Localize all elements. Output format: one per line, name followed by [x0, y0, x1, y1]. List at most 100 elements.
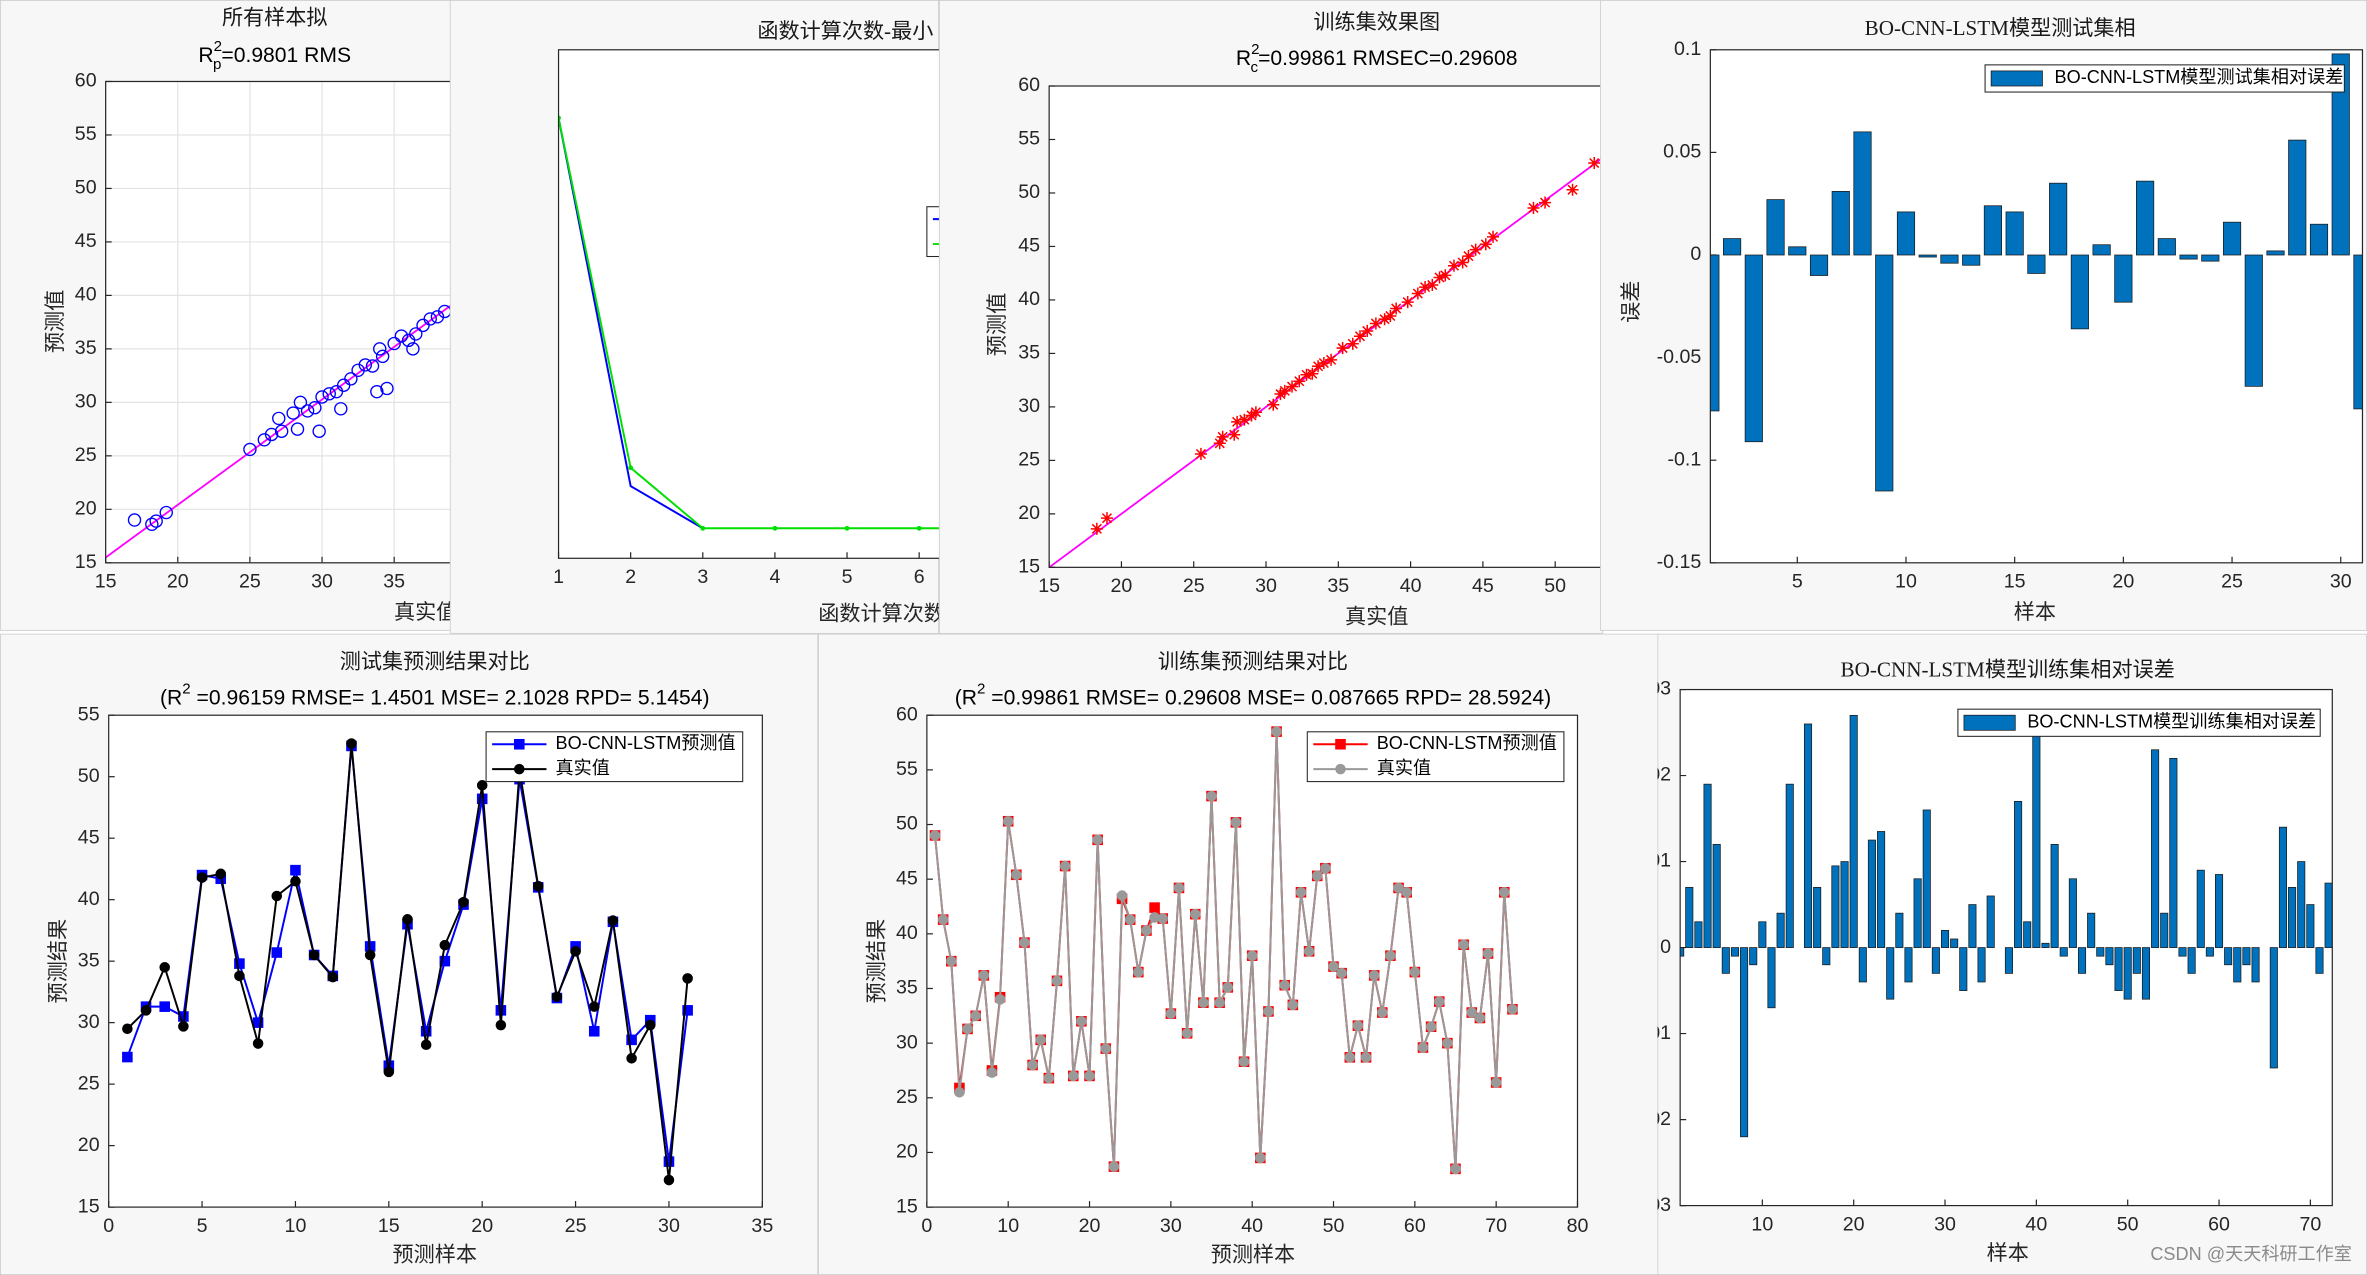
marker	[271, 947, 283, 958]
bar	[1776, 912, 1785, 948]
marker	[1286, 380, 1299, 393]
bar	[2105, 947, 2114, 966]
marker	[272, 411, 286, 426]
y-tick-label: 50	[896, 813, 918, 835]
marker	[1328, 961, 1339, 972]
x-tick-label: 0	[921, 1215, 932, 1237]
x-tick-label: 20	[167, 571, 189, 593]
marker	[1245, 409, 1258, 422]
bar	[1983, 205, 2003, 256]
marker	[159, 962, 170, 973]
subtitle-text: R	[198, 43, 213, 66]
marker	[1149, 902, 1160, 913]
plot-area	[105, 302, 453, 559]
bar	[2315, 947, 2324, 974]
marker	[1317, 357, 1330, 370]
legend-label: BO-CNN-LSTM模型测试集相对误差	[2055, 67, 2344, 87]
x-tick-label: 20	[471, 1215, 493, 1237]
marker	[264, 427, 279, 442]
marker	[700, 525, 706, 531]
marker	[1255, 1152, 1266, 1164]
subtitle-text: =0.99861 RMSEC=0.29608	[1258, 46, 1517, 69]
marker	[1076, 1015, 1087, 1027]
bar	[1895, 912, 1904, 948]
marker	[1409, 966, 1421, 978]
y-tick-label: 50	[75, 177, 97, 199]
bar	[2157, 238, 2176, 256]
marker	[945, 955, 957, 967]
legend-label: BO-CNN-LSTM预测值	[556, 733, 736, 753]
legend-box	[485, 731, 744, 783]
marker	[1361, 324, 1374, 337]
chart-title: BO-CNN-LSTM模型测试集相	[1865, 16, 2136, 40]
marker	[300, 404, 315, 418]
marker	[514, 738, 525, 750]
marker	[406, 342, 420, 356]
marker	[327, 971, 339, 983]
marker	[1011, 869, 1022, 881]
y-tick-label: 25	[896, 1086, 918, 1108]
x-tick-label: 15	[2004, 571, 2026, 593]
bar	[1767, 947, 1776, 1009]
bar	[2269, 947, 2278, 1069]
marker	[929, 830, 941, 841]
bar	[1723, 238, 1742, 256]
bar	[1710, 254, 1720, 412]
x-tick-label: 45	[1472, 575, 1494, 597]
bar	[2014, 800, 2023, 948]
marker	[588, 1025, 600, 1037]
marker	[1335, 763, 1346, 775]
bar	[2151, 749, 2160, 948]
marker	[1425, 1021, 1437, 1033]
marker	[1035, 1034, 1047, 1046]
marker	[420, 1039, 432, 1051]
bar	[2092, 244, 2111, 256]
marker	[243, 442, 257, 457]
marker	[1300, 368, 1313, 381]
bar	[1730, 947, 1739, 957]
marker	[1490, 1077, 1502, 1088]
legend-label: 真实值	[556, 758, 610, 778]
marker	[140, 1005, 152, 1016]
y-tick-label: 20	[896, 1141, 918, 1163]
bar	[1858, 947, 1867, 983]
bar	[2306, 904, 2315, 948]
marker	[402, 914, 413, 925]
x-tick-label: 70	[1485, 1215, 1507, 1237]
marker	[439, 939, 451, 951]
marker	[1312, 360, 1325, 373]
bar	[2244, 254, 2263, 387]
subtitle-text: =0.99861 RMSE= 0.29608 MSE= 0.087665 RPD…	[985, 686, 1551, 709]
chart-title: 测试集预测结果对比	[340, 650, 530, 674]
x-tick-label: 30	[658, 1215, 680, 1237]
y-tick-label: -0.1	[1667, 448, 1701, 470]
marker	[1466, 1007, 1478, 1018]
marker	[252, 1038, 264, 1049]
chart-title: 函数计算次数-最小	[757, 19, 933, 43]
marker	[1426, 278, 1439, 291]
marker	[1222, 982, 1234, 993]
marker	[844, 525, 850, 531]
marker	[1306, 367, 1319, 380]
y-tick-label: 40	[75, 284, 97, 306]
marker	[1377, 1007, 1388, 1018]
legend-box	[1957, 708, 2321, 737]
bar	[1849, 714, 1858, 948]
marker	[1059, 860, 1071, 872]
subtitle-superscript: 2	[182, 681, 190, 698]
marker	[1084, 1070, 1095, 1082]
marker	[1450, 1163, 1461, 1175]
bar	[1896, 211, 1916, 256]
bar	[2087, 912, 2096, 948]
marker	[122, 1051, 133, 1063]
x-tick-label: 15	[95, 571, 117, 593]
x-tick-label: 20	[1843, 1213, 1865, 1235]
x-tick-label: 4	[769, 566, 780, 588]
y-tick-label: 45	[896, 867, 918, 889]
marker	[1100, 512, 1114, 525]
bar	[2004, 947, 2013, 974]
bar	[1922, 809, 1931, 948]
marker	[1499, 887, 1510, 898]
bar	[1940, 254, 1959, 264]
marker	[1507, 1003, 1518, 1015]
